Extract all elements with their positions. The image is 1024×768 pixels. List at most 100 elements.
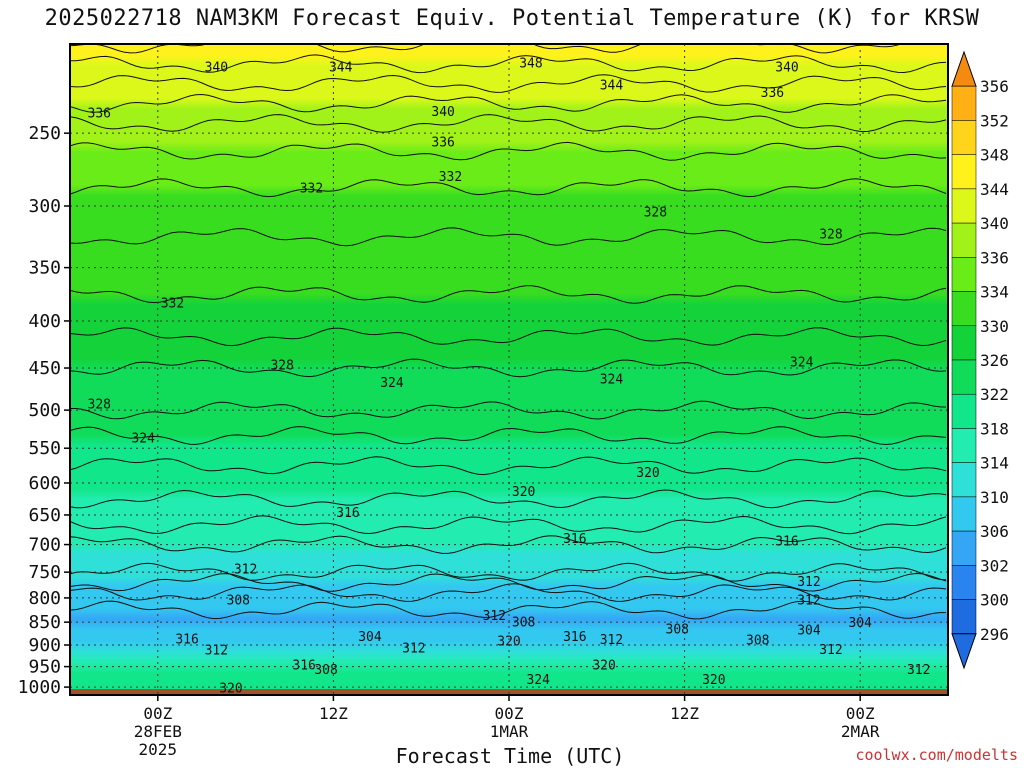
- colorbar-swatch: [951, 325, 977, 361]
- x-tick-label: 2MAR: [841, 722, 880, 741]
- contour-label: 312: [819, 643, 842, 658]
- colorbar-swatch: [951, 428, 977, 463]
- contour-label: 316: [775, 535, 798, 550]
- contour-label: 308: [314, 663, 337, 678]
- colorbar-swatch: [951, 393, 977, 429]
- x-tick-label: 00Z: [495, 704, 524, 723]
- colorbar-swatch: [951, 462, 977, 498]
- contour-338: [70, 114, 947, 133]
- contour-label: 320: [219, 681, 242, 696]
- y-tick-label: 850: [28, 612, 61, 633]
- x-tick-label: 00Z: [846, 704, 875, 723]
- y-tick-label: 650: [28, 505, 61, 526]
- colorbar-tick-label: 322: [980, 385, 1009, 404]
- colorbar-tick-label: 318: [980, 419, 1009, 438]
- contour-label: 328: [270, 358, 293, 373]
- contour-332: [70, 227, 947, 247]
- contour-336: [70, 141, 947, 161]
- contour-label: 316: [336, 506, 359, 521]
- x-tick-label: 2025: [139, 740, 178, 759]
- colorbar-swatch: [951, 599, 977, 635]
- contour-318: [70, 489, 947, 509]
- contour-label: 308: [746, 634, 769, 649]
- contour-label: 336: [431, 136, 454, 151]
- x-tick-label: 00Z: [143, 704, 172, 723]
- colorbar-swatch: [951, 291, 977, 327]
- colorbar-tick-label: 310: [980, 488, 1009, 507]
- contour-label: 316: [175, 633, 198, 648]
- y-tick-label: 800: [28, 588, 61, 609]
- contour-308: [70, 583, 947, 602]
- contour-label: 336: [761, 86, 784, 101]
- contour-label: 324: [131, 432, 155, 447]
- colorbar-swatch: [951, 565, 977, 600]
- contour-label: 324: [600, 372, 624, 387]
- contour-label: 320: [497, 634, 520, 649]
- contour-label: 308: [227, 593, 250, 608]
- y-tick-label: 1000: [18, 677, 61, 698]
- contour-label: 328: [644, 206, 667, 221]
- x-tick-label: 12Z: [319, 704, 348, 723]
- contour-342: [70, 74, 947, 93]
- contour-label: 312: [797, 593, 820, 608]
- contour-label: 324: [527, 673, 551, 688]
- colorbar-tick-label: 300: [980, 591, 1009, 610]
- x-tick-label: 12Z: [670, 704, 699, 723]
- contour-label: 312: [600, 633, 623, 648]
- y-tick-label: 450: [28, 358, 61, 379]
- contour-340: [70, 93, 947, 113]
- y-tick-label: 700: [28, 535, 61, 556]
- colorbar-swatch: [951, 257, 977, 292]
- y-tick-label: 500: [28, 400, 61, 421]
- contour-label: 316: [563, 532, 586, 547]
- contour-label: 308: [512, 616, 535, 631]
- axes: 2503003504004505005506006507007508008509…: [18, 43, 949, 759]
- colorbar-tick-label: 344: [980, 180, 1009, 199]
- colorbar-tick-label: 306: [980, 522, 1009, 541]
- y-tick-label: 950: [28, 657, 61, 678]
- contour-label: 332: [161, 297, 184, 312]
- contour-label: 316: [292, 659, 315, 674]
- contour-330: [70, 285, 947, 304]
- credit-text: coolwx.com/modelts: [855, 746, 1018, 764]
- contour-label: 340: [775, 60, 798, 75]
- contour-label: 344: [600, 79, 624, 94]
- contour-label: 340: [205, 60, 228, 75]
- x-tick-label: 28FEB: [134, 722, 182, 741]
- colorbar-tick-label: 340: [980, 214, 1009, 233]
- contour-label: 304: [848, 616, 872, 631]
- contour-324: [70, 400, 947, 420]
- colorbar-swatch: [951, 530, 977, 566]
- contour-label: 320: [636, 466, 659, 481]
- contour-label: 312: [234, 562, 257, 577]
- contour-label: 332: [300, 181, 323, 196]
- contour-label: 320: [702, 673, 725, 688]
- contour-label: 304: [358, 630, 382, 645]
- colorbar-tick-label: 348: [980, 146, 1009, 165]
- x-axis-label: Forecast Time (UTC): [395, 744, 625, 768]
- contour-label: 324: [790, 356, 814, 371]
- contour-316: [70, 515, 947, 535]
- colorbar-tick-label: 302: [980, 556, 1009, 575]
- colorbar-tick-label: 336: [980, 248, 1009, 267]
- colorbar: 356 352 348 344 340 336 334 330 326 322 318 314 310 3…: [951, 50, 1009, 670]
- contour-label: 328: [88, 397, 111, 412]
- y-tick-label: 900: [28, 635, 61, 656]
- contour-label: 332: [439, 170, 462, 185]
- y-tick-label: 350: [28, 258, 61, 279]
- contour-label: 340: [431, 105, 454, 120]
- contour-label: 312: [205, 644, 228, 659]
- contour-312: [70, 562, 947, 582]
- y-tick-label: 400: [28, 311, 61, 332]
- contour-320: [70, 456, 947, 476]
- colorbar-swatch: [951, 359, 977, 395]
- colorbar-tick-label: 352: [980, 111, 1009, 130]
- contour-334: [70, 178, 947, 198]
- contour-label: 312: [797, 575, 820, 590]
- y-tick-label: 300: [28, 196, 61, 217]
- contour-label: 320: [592, 659, 615, 674]
- contour-label: 312: [483, 609, 506, 624]
- contour-314: [70, 535, 947, 554]
- colorbar-swatch: [951, 188, 977, 224]
